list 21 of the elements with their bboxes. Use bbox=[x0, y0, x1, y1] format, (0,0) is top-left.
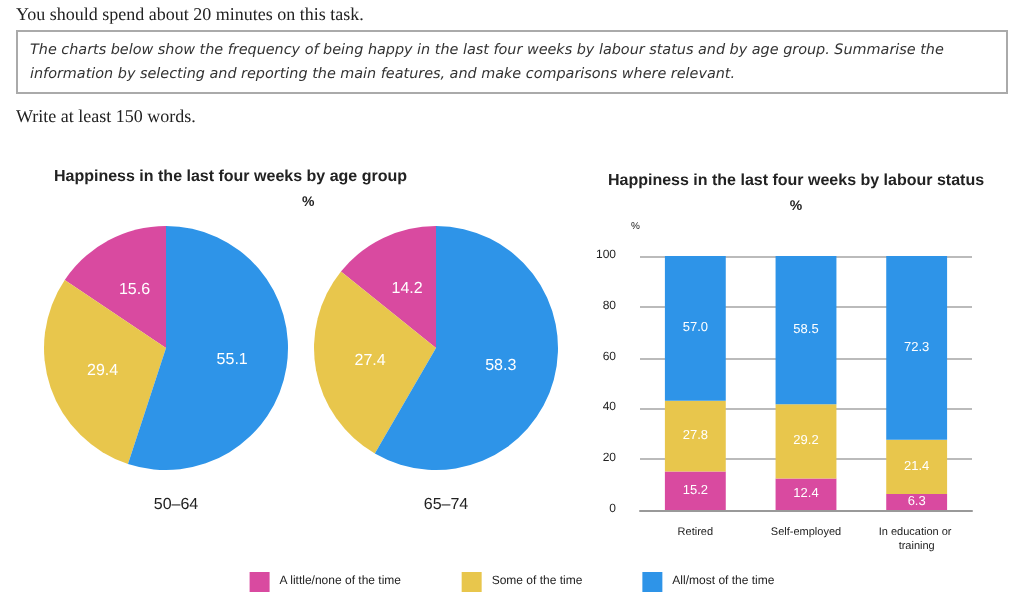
bar bbox=[664, 256, 726, 401]
bar bbox=[775, 256, 837, 405]
bar bbox=[775, 478, 837, 510]
data-label: 15.6 bbox=[118, 279, 152, 298]
bar bbox=[886, 439, 948, 494]
data-label: 55.1 bbox=[216, 349, 249, 368]
data-label: 58.3 bbox=[485, 356, 518, 375]
bar bbox=[886, 256, 948, 440]
chart-title: Happiness in the last four weeks by age group bbox=[54, 167, 408, 185]
text: 50–64 bbox=[153, 495, 200, 513]
text: You should spend about 20 minutes on this task. bbox=[16, 4, 366, 24]
chart-title: Happiness in the last four weeks by labour status bbox=[607, 171, 986, 189]
bar bbox=[664, 471, 726, 510]
text: 65–74 bbox=[423, 495, 470, 513]
data-label: 27.4 bbox=[354, 351, 387, 370]
data-label: 14.2 bbox=[391, 278, 424, 297]
data-label: 29.4 bbox=[87, 360, 120, 379]
bar bbox=[775, 404, 837, 479]
bar bbox=[664, 400, 726, 472]
bar bbox=[886, 494, 948, 510]
text: Write at least 150 words. bbox=[16, 106, 198, 126]
